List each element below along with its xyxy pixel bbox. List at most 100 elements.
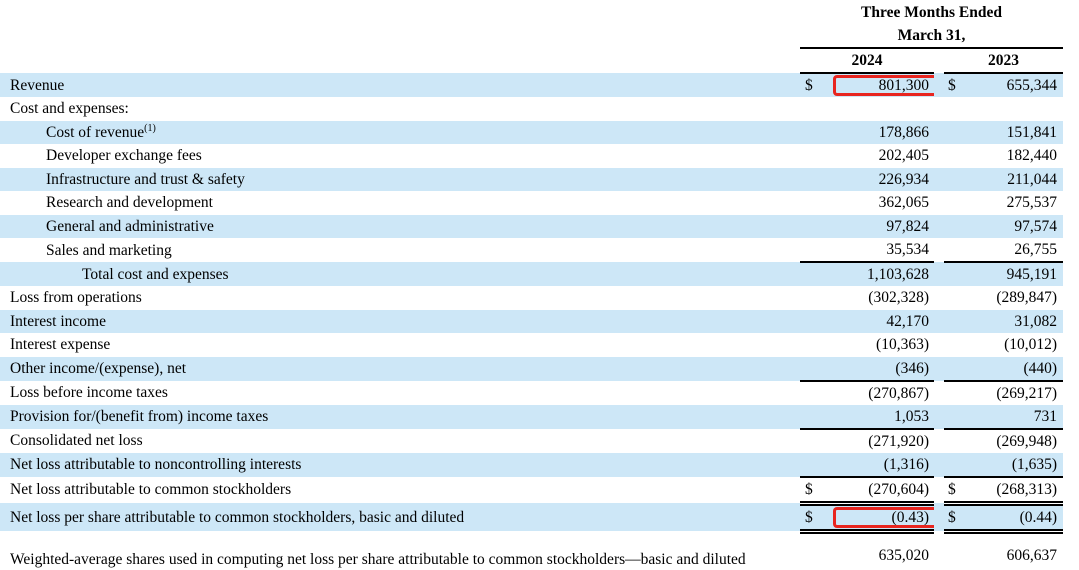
value-2024: (270,604)	[830, 476, 934, 506]
value-2024: (270,867)	[830, 381, 934, 405]
currency-symbol-2024	[800, 333, 830, 357]
value-2024: 362,065	[830, 191, 934, 215]
column-gap	[934, 238, 944, 262]
table-row: Cost and expenses:	[0, 97, 1063, 121]
value-2024: 226,934	[830, 167, 934, 191]
column-gap	[934, 120, 944, 144]
table-row: Cost of revenue(1) 178,866 151,841	[0, 120, 1064, 144]
value-2024-text: 1,053	[894, 407, 929, 425]
value-2023-text: (269,217)	[996, 384, 1058, 402]
table-row: Net loss attributable to common stockhol…	[0, 476, 1064, 506]
row-label-text: Research and development	[46, 194, 213, 212]
column-gap	[934, 97, 944, 121]
value-2024-text: (346)	[895, 359, 929, 377]
value-2024-text: 202,405	[878, 147, 929, 165]
table-row: General and administrative 97,824 97,574	[0, 214, 1064, 238]
value-2023: 606,637	[974, 531, 1063, 570]
header-row-period-1: Three Months Ended	[0, 0, 1063, 24]
table-row: Other income/(expense), net (346) (440)	[0, 356, 1064, 382]
value-2024-text: 35,534	[886, 241, 929, 258]
column-gap	[934, 404, 944, 429]
value-2023-text: (10,012)	[1004, 336, 1058, 354]
currency-symbol-2023	[944, 191, 974, 215]
currency-symbol-2024: $	[800, 476, 830, 506]
currency-symbol-2024	[800, 167, 830, 191]
value-2023: 31,082	[974, 309, 1064, 333]
column-header-2023: 2023	[944, 48, 1064, 74]
value-2023-text: (289,847)	[996, 289, 1058, 307]
currency-symbol-2023	[944, 214, 974, 238]
row-label: Developer exchange fees	[0, 144, 800, 168]
row-label-text: Weighted-average shares used in computin…	[10, 550, 746, 568]
value-2024: (1,316)	[830, 452, 934, 478]
row-label: Net loss per share attributable to commo…	[0, 503, 800, 531]
value-2023: 945,191	[974, 262, 1064, 286]
currency-symbol-2024: $	[800, 73, 830, 97]
value-2023: (1,635)	[974, 452, 1064, 478]
currency-symbol-2024	[800, 452, 830, 478]
value-2024-text: (270,604)	[868, 480, 929, 498]
value-2023: 731	[974, 404, 1064, 430]
value-2023: (10,012)	[974, 333, 1063, 357]
value-2023: 182,440	[974, 144, 1063, 168]
column-gap	[934, 381, 944, 405]
column-gap	[934, 191, 944, 215]
table-row: Revenue $ 801,300 $ 655,344	[0, 73, 1064, 97]
row-label: Cost and expenses:	[0, 97, 800, 121]
value-2024: 97,824	[830, 214, 934, 238]
value-2023-text: (0.44)	[1019, 508, 1058, 526]
row-label-text: Cost and expenses:	[10, 100, 129, 118]
value-2024: 635,020	[830, 531, 934, 570]
value-2024-text: 226,934	[878, 170, 929, 188]
currency-symbol-2024	[800, 286, 830, 310]
row-label: Research and development	[0, 191, 800, 215]
currency-symbol-2023	[944, 286, 974, 310]
value-2024: 1,103,628	[830, 262, 934, 286]
table-row: Sales and marketing 35,534 26,755	[0, 238, 1064, 263]
column-gap	[934, 333, 944, 357]
footnote-marker: (1)	[144, 122, 156, 134]
currency-symbol-2024	[800, 429, 830, 453]
row-label-text: Provision for/(benefit from) income taxe…	[10, 408, 269, 425]
row-label: Total cost and expenses	[0, 262, 800, 286]
currency-symbol-2023	[944, 452, 974, 478]
value-2023-text: 655,344	[1006, 77, 1058, 94]
column-gap	[934, 48, 944, 73]
value-2023: (269,217)	[974, 381, 1063, 405]
value-2024	[830, 97, 934, 121]
row-label-text: Infrastructure and trust & safety	[46, 170, 245, 188]
value-2024-text: 635,020	[878, 547, 929, 564]
currency-symbol-2024: $	[800, 503, 830, 534]
table-row: Net loss per share attributable to commo…	[0, 503, 1064, 534]
currency-symbol-2023	[944, 144, 974, 168]
column-gap	[934, 503, 944, 531]
row-label: Net loss attributable to noncontrolling …	[0, 452, 800, 477]
currency-symbol-2023	[944, 356, 974, 382]
column-gap	[934, 429, 944, 453]
value-2023-text: 606,637	[1006, 547, 1058, 564]
currency-symbol-2024	[800, 191, 830, 215]
row-label-text: Interest expense	[10, 336, 111, 354]
row-label-text: Net loss attributable to common stockhol…	[10, 481, 292, 499]
column-gap	[934, 477, 944, 504]
row-label-text: Loss from operations	[10, 289, 142, 307]
value-2023: 655,344	[974, 73, 1064, 97]
currency-symbol-2024	[800, 404, 830, 430]
value-2023-text: 731	[1033, 407, 1058, 425]
value-2024: 202,405	[830, 144, 934, 168]
currency-symbol-2023: $	[944, 503, 974, 534]
row-label: Consolidated net loss	[0, 429, 800, 453]
value-2023-text: (269,948)	[996, 432, 1058, 450]
row-label-text: Consolidated net loss	[10, 432, 143, 449]
header-spacer	[0, 0, 800, 24]
value-2023: (268,313)	[974, 476, 1064, 506]
row-label-text: Revenue	[10, 76, 65, 94]
value-2024-text: (0.43)	[891, 508, 929, 526]
column-gap	[934, 309, 944, 333]
value-2024-text: 362,065	[878, 194, 929, 212]
row-label: General and administrative	[0, 214, 800, 238]
value-2023-text: 97,574	[1014, 217, 1058, 235]
row-label-text: Interest income	[10, 312, 106, 330]
row-label-text: Net loss attributable to noncontrolling …	[10, 456, 302, 473]
table-row: Loss before income taxes (270,867) (269,…	[0, 381, 1063, 405]
